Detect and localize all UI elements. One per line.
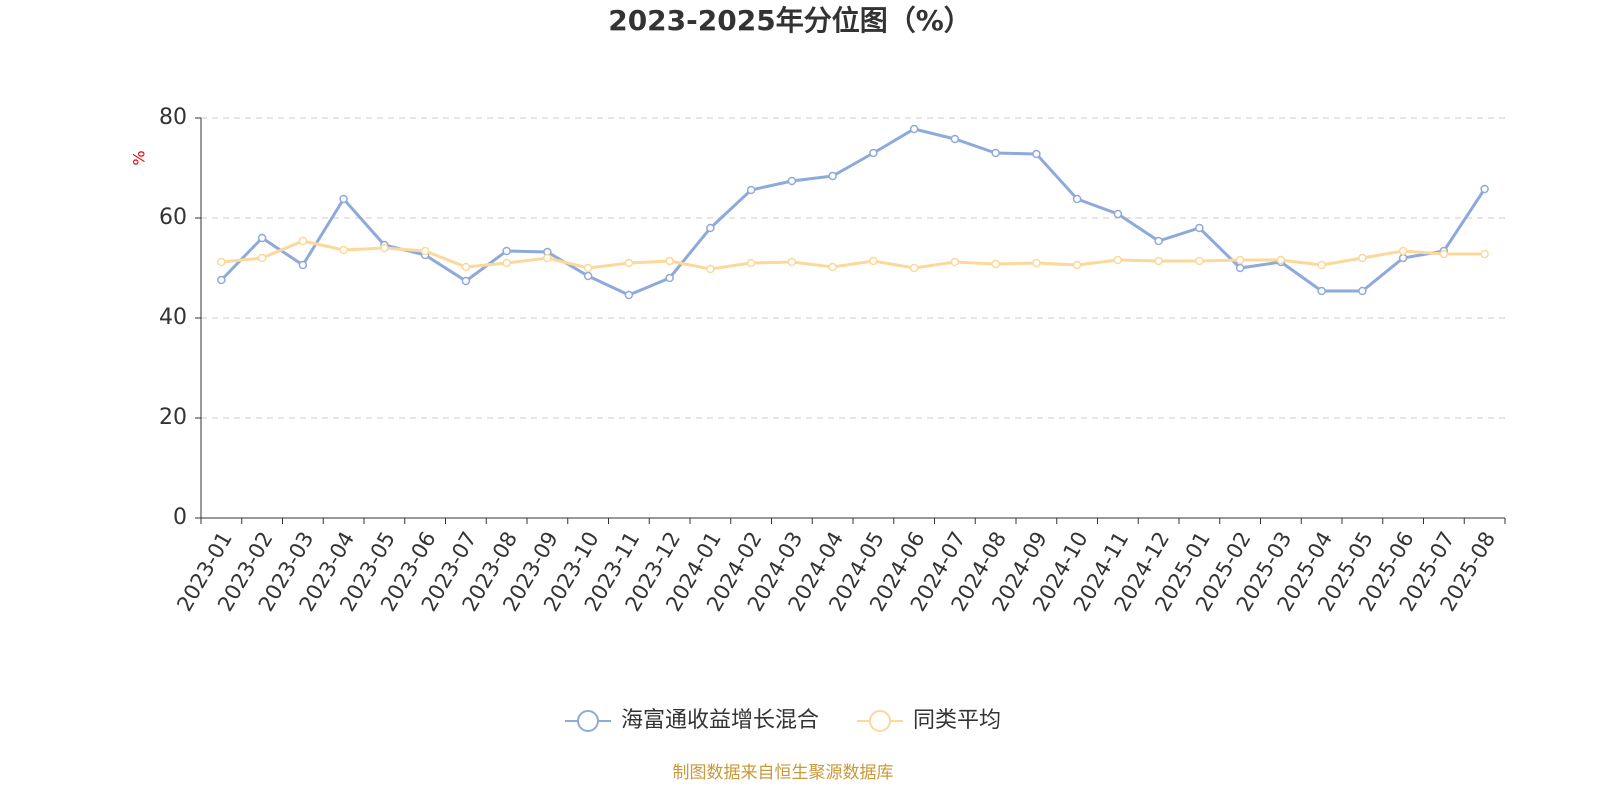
point xyxy=(624,290,634,300)
point xyxy=(1195,223,1204,233)
legend-item[interactable]: 海富通收益增长混合 xyxy=(565,708,819,733)
legend-marker xyxy=(577,710,599,732)
point xyxy=(217,257,226,267)
y-tick-label: 0 xyxy=(173,505,187,530)
point xyxy=(746,185,756,195)
point xyxy=(706,264,715,274)
point xyxy=(420,246,430,256)
point xyxy=(257,233,267,243)
series-line xyxy=(221,239,1485,271)
point xyxy=(1072,194,1082,204)
series-line xyxy=(220,127,1486,297)
y-axis-label: % xyxy=(130,150,149,165)
point xyxy=(1480,249,1489,259)
point xyxy=(869,256,878,266)
point xyxy=(298,260,308,270)
legend-label: 海富通收益增长混合 xyxy=(621,708,819,733)
point xyxy=(502,246,511,256)
point xyxy=(1480,184,1489,194)
point xyxy=(1113,255,1123,265)
point xyxy=(828,262,837,272)
point xyxy=(869,148,878,158)
point xyxy=(339,194,348,204)
point xyxy=(461,276,471,286)
point xyxy=(787,176,797,186)
point xyxy=(502,258,511,268)
legend-marker xyxy=(869,710,891,732)
point xyxy=(1235,255,1245,265)
point xyxy=(991,259,1000,269)
y-tick-label: 80 xyxy=(159,105,187,130)
y-tick-label: 20 xyxy=(159,405,187,430)
point xyxy=(1113,209,1123,219)
point xyxy=(543,253,552,263)
point xyxy=(1358,286,1367,296)
point xyxy=(991,148,1000,158)
point xyxy=(1032,258,1041,268)
point xyxy=(828,171,837,181)
point xyxy=(298,236,308,246)
legend-label: 同类平均 xyxy=(913,708,1001,733)
point xyxy=(950,257,960,267)
point xyxy=(461,262,471,272)
chart-title: 2023-2025年分位图（%） xyxy=(608,4,972,37)
point xyxy=(1154,256,1163,266)
point xyxy=(217,275,226,285)
point xyxy=(909,124,919,134)
point xyxy=(583,263,593,273)
point xyxy=(257,253,267,263)
point xyxy=(380,243,389,253)
point xyxy=(1195,256,1204,266)
point xyxy=(706,223,715,233)
y-tick-label: 40 xyxy=(159,305,187,330)
point xyxy=(624,258,634,268)
point xyxy=(1398,253,1408,263)
point xyxy=(1358,253,1367,263)
point xyxy=(583,271,593,281)
point xyxy=(746,258,756,268)
source-note: 制图数据来自恒生聚源数据库 xyxy=(673,763,894,783)
point xyxy=(1032,149,1041,159)
point xyxy=(1317,286,1326,296)
point xyxy=(909,263,919,273)
point xyxy=(1154,236,1163,246)
point xyxy=(665,273,674,283)
point xyxy=(787,257,797,267)
point xyxy=(339,245,348,255)
point xyxy=(1235,263,1245,273)
point xyxy=(1398,246,1408,256)
legend-item[interactable]: 同类平均 xyxy=(857,708,1001,733)
point xyxy=(1317,260,1326,270)
point xyxy=(1072,260,1082,270)
y-tick-label: 60 xyxy=(159,205,187,230)
point xyxy=(1439,249,1449,259)
point xyxy=(1276,255,1286,265)
point xyxy=(665,256,674,266)
point xyxy=(950,134,960,144)
